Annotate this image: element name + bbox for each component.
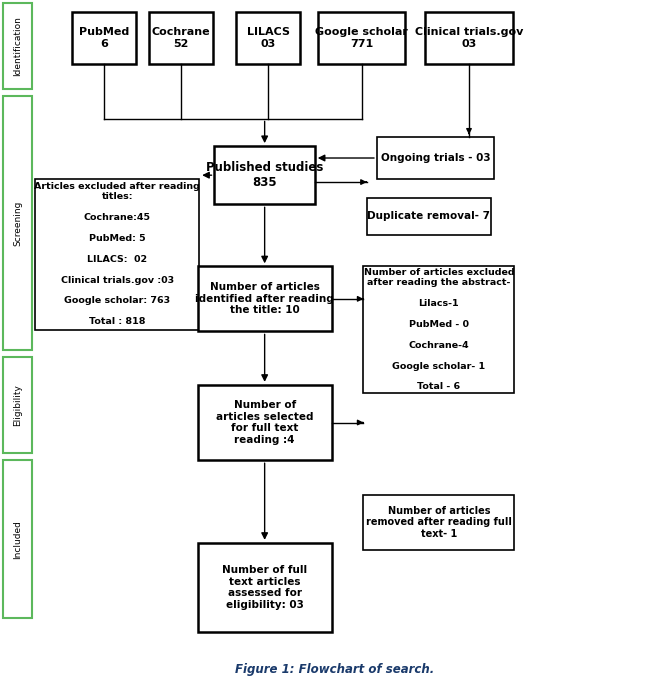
Bar: [198, 385, 332, 460]
Text: Eligibility: Eligibility: [13, 385, 22, 426]
Bar: [3, 3, 32, 89]
Bar: [198, 267, 332, 332]
Text: Identification: Identification: [13, 16, 22, 76]
Text: Number of articles
removed after reading full
text- 1: Number of articles removed after reading…: [366, 506, 512, 539]
Bar: [3, 460, 32, 618]
Text: Number of
articles selected
for full text
reading :4: Number of articles selected for full tex…: [216, 400, 314, 445]
Text: Articles excluded after reading
titles:

Cochrane:45

PubMed: 5

LILACS:  02

Cl: Articles excluded after reading titles: …: [34, 182, 200, 326]
Text: Screening: Screening: [13, 201, 22, 246]
Text: Number of full
text articles
assessed for
eligibility: 03: Number of full text articles assessed fo…: [222, 565, 308, 610]
Bar: [237, 12, 300, 64]
Text: Figure 1: Flowchart of search.: Figure 1: Flowchart of search.: [235, 664, 435, 676]
Text: Included: Included: [13, 520, 22, 559]
Bar: [363, 495, 514, 550]
Bar: [363, 266, 514, 393]
Text: Ongoing trials - 03: Ongoing trials - 03: [381, 153, 490, 163]
Bar: [3, 96, 32, 350]
Bar: [35, 179, 200, 330]
Text: Cochrane
52: Cochrane 52: [151, 27, 210, 49]
Bar: [425, 12, 513, 64]
Bar: [377, 137, 494, 179]
Bar: [214, 146, 315, 205]
Bar: [3, 357, 32, 453]
Text: Published studies
835: Published studies 835: [206, 161, 324, 189]
Text: Duplicate removal- 7: Duplicate removal- 7: [367, 212, 490, 221]
Text: Google scholar
771: Google scholar 771: [316, 27, 408, 49]
Text: LILACS
03: LILACS 03: [247, 27, 289, 49]
Text: PubMed
6: PubMed 6: [79, 27, 129, 49]
Text: Clinical trials.gov
03: Clinical trials.gov 03: [415, 27, 523, 49]
Bar: [198, 543, 332, 632]
Text: Number of articles
identified after reading
the title: 10: Number of articles identified after read…: [195, 282, 334, 315]
Bar: [318, 12, 405, 64]
Bar: [72, 12, 135, 64]
Bar: [149, 12, 213, 64]
Text: Number of articles excluded
after reading the abstract-

Lilacs-1

PubMed - 0

C: Number of articles excluded after readin…: [364, 268, 514, 392]
Bar: [367, 197, 490, 235]
